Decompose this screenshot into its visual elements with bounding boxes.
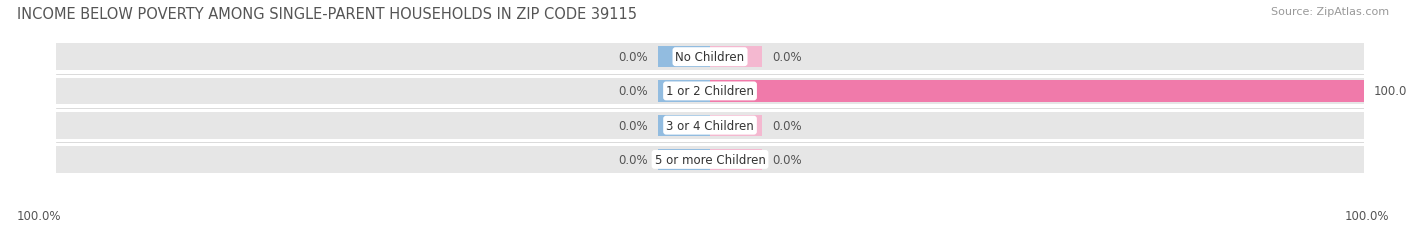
Bar: [658, 47, 710, 68]
Text: 100.0%: 100.0%: [17, 209, 62, 222]
Text: 5 or more Children: 5 or more Children: [655, 153, 765, 166]
Bar: [56, 146, 1364, 173]
Bar: [710, 115, 762, 136]
Text: 0.0%: 0.0%: [772, 153, 801, 166]
Bar: [710, 47, 762, 68]
Bar: [658, 81, 710, 102]
Bar: [710, 149, 762, 170]
Bar: [658, 149, 710, 170]
Text: 0.0%: 0.0%: [619, 51, 648, 64]
Bar: [56, 112, 1364, 139]
Text: 0.0%: 0.0%: [619, 119, 648, 132]
Bar: [56, 78, 1364, 105]
Text: 3 or 4 Children: 3 or 4 Children: [666, 119, 754, 132]
Text: 0.0%: 0.0%: [772, 51, 801, 64]
Text: INCOME BELOW POVERTY AMONG SINGLE-PARENT HOUSEHOLDS IN ZIP CODE 39115: INCOME BELOW POVERTY AMONG SINGLE-PARENT…: [17, 7, 637, 22]
Text: 0.0%: 0.0%: [619, 85, 648, 98]
Text: 1 or 2 Children: 1 or 2 Children: [666, 85, 754, 98]
Text: 0.0%: 0.0%: [772, 119, 801, 132]
Text: 100.0%: 100.0%: [1374, 85, 1406, 98]
Bar: [658, 115, 710, 136]
Bar: [710, 81, 1364, 102]
Bar: [56, 44, 1364, 71]
Text: 0.0%: 0.0%: [619, 153, 648, 166]
Text: 100.0%: 100.0%: [1344, 209, 1389, 222]
Text: No Children: No Children: [675, 51, 745, 64]
Text: Source: ZipAtlas.com: Source: ZipAtlas.com: [1271, 7, 1389, 17]
